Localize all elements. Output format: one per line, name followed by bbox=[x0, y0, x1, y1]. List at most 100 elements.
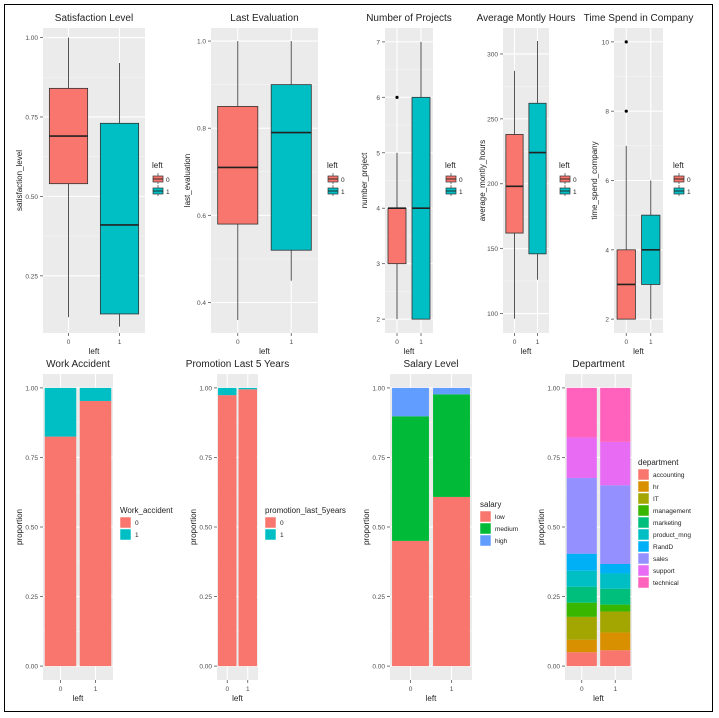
bar-segment-technical bbox=[600, 387, 631, 442]
chart-title: Average Montly Hours bbox=[477, 13, 576, 24]
y-tick-label: 1.0 bbox=[197, 39, 206, 46]
legend-label: 0 bbox=[280, 520, 284, 527]
y-axis-label: proportion bbox=[189, 509, 198, 545]
legend-label: 0 bbox=[166, 177, 170, 184]
legend-label: 0 bbox=[459, 177, 463, 184]
legend-label: 1 bbox=[573, 189, 577, 196]
x-tick-label: 0 bbox=[409, 686, 413, 693]
x-tick-label: 1 bbox=[613, 686, 617, 693]
legend-key bbox=[119, 528, 132, 541]
legend-key bbox=[119, 516, 132, 529]
legend-label: 0 bbox=[341, 177, 345, 184]
outlier-point bbox=[624, 40, 628, 44]
x-tick-label: 1 bbox=[94, 686, 98, 693]
legend-label: 0 bbox=[687, 177, 691, 184]
y-tick-label: 1.00 bbox=[547, 385, 560, 392]
x-tick-label: 0 bbox=[236, 339, 240, 346]
box-iqr bbox=[99, 122, 140, 315]
legend-label: accounting bbox=[653, 472, 685, 479]
box-0 bbox=[616, 40, 636, 320]
box-1 bbox=[411, 41, 431, 320]
x-axis-label: left bbox=[259, 347, 270, 356]
y-tick-label: 0.25 bbox=[25, 273, 38, 280]
x-axis-label: left bbox=[426, 694, 437, 703]
legend-key bbox=[637, 552, 650, 565]
legend-title: left bbox=[152, 161, 163, 170]
legend-key bbox=[637, 468, 650, 481]
x-axis-label: left bbox=[89, 347, 100, 356]
box-1 bbox=[641, 180, 661, 320]
bar-segment-sales bbox=[566, 478, 597, 554]
y-tick-label: 1.00 bbox=[372, 385, 385, 392]
stacked-bar-1 bbox=[238, 387, 257, 667]
bar-segment-0 bbox=[218, 395, 237, 667]
y-tick-label: 0.50 bbox=[372, 525, 385, 532]
y-tick-label: 0.25 bbox=[372, 594, 385, 601]
legend-key bbox=[637, 576, 650, 589]
stacked-bar-0 bbox=[218, 387, 237, 667]
legend-label: support bbox=[653, 568, 675, 575]
y-tick-label: 0.75 bbox=[199, 455, 212, 462]
y-tick-label: 150 bbox=[487, 246, 498, 253]
legend-label: hr bbox=[653, 484, 660, 491]
panel-satisfaction-level: 0.25 0.50 0.75 1.00 0 1 Satisfaction Level left… bbox=[15, 13, 170, 356]
legend-title: left bbox=[673, 161, 684, 170]
bar-segment-medium bbox=[433, 394, 470, 497]
bar-segment-randd bbox=[600, 563, 631, 574]
y-tick-label: 0.75 bbox=[25, 114, 38, 121]
x-tick-label: 0 bbox=[513, 339, 517, 346]
bar-segment-hr bbox=[566, 639, 597, 653]
outlier-point bbox=[624, 109, 628, 113]
legend-label: 1 bbox=[459, 189, 463, 196]
x-tick-label: 1 bbox=[246, 686, 250, 693]
y-tick-label: 200 bbox=[487, 181, 498, 188]
legend-key bbox=[637, 504, 650, 517]
stacked-bar-1 bbox=[433, 387, 470, 667]
panel-last-evaluation: 0.4 0.6 0.8 1.0 0 1 Last Evaluation left last_ev… bbox=[183, 13, 345, 356]
y-tick-label: 0.00 bbox=[199, 664, 212, 671]
panel-number-of-projects: 2 3 4 5 6 7 0 1 Number of Projects left number_pro… bbox=[360, 13, 463, 356]
x-tick-label: 0 bbox=[67, 339, 71, 346]
x-axis-label: left bbox=[404, 347, 415, 356]
bar-segment-management bbox=[566, 602, 597, 617]
y-tick-label: 0.75 bbox=[372, 455, 385, 462]
y-tick-label: 0.00 bbox=[25, 664, 38, 671]
y-tick-label: 4 bbox=[605, 247, 609, 254]
x-axis-label: left bbox=[232, 694, 243, 703]
y-axis-label: last_evaluation bbox=[183, 154, 192, 207]
legend-label: 1 bbox=[135, 532, 139, 539]
x-tick-label: 1 bbox=[118, 339, 122, 346]
bar-segment-technical bbox=[566, 387, 597, 438]
bar-segment-sales bbox=[600, 485, 631, 564]
y-tick-label: 0.6 bbox=[197, 213, 206, 220]
legend-key bbox=[479, 534, 492, 547]
y-tick-label: 0.00 bbox=[547, 664, 560, 671]
legend-label: IT bbox=[653, 496, 659, 503]
bar-segment-high bbox=[392, 387, 429, 417]
box-iqr bbox=[528, 102, 547, 255]
legend-label: medium bbox=[495, 526, 518, 533]
legend-label: 1 bbox=[341, 189, 345, 196]
bar-segment-high bbox=[433, 387, 470, 395]
chart-title: Salary Level bbox=[403, 359, 458, 370]
bar-segment-hr bbox=[600, 632, 631, 651]
bar-segment-1 bbox=[79, 387, 112, 401]
bar-segment-0 bbox=[238, 389, 257, 667]
bar-segment-marketing bbox=[600, 588, 631, 605]
y-tick-label: 4 bbox=[376, 206, 380, 213]
box-0 bbox=[505, 70, 524, 319]
legend-label: 1 bbox=[166, 189, 170, 196]
legend-label: 0 bbox=[573, 177, 577, 184]
stacked-bar-0 bbox=[44, 387, 77, 667]
x-tick-label: 0 bbox=[624, 339, 628, 346]
y-tick-label: 0.00 bbox=[372, 664, 385, 671]
panel-average-montly-hours: 100 150 200 250 300 0 1 Average Montly Hours lef… bbox=[477, 13, 577, 356]
box-iqr bbox=[217, 106, 259, 225]
stacked-bar-0 bbox=[566, 387, 597, 667]
bar-segment-1 bbox=[238, 387, 257, 390]
x-tick-label: 0 bbox=[225, 686, 229, 693]
bar-segment-product_mng bbox=[566, 570, 597, 587]
y-tick-label: 6 bbox=[376, 95, 380, 102]
